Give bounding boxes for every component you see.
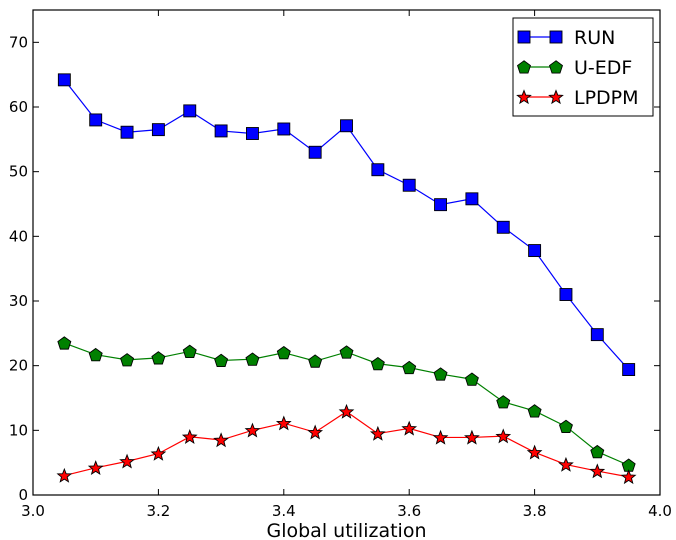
data-point-lpdpm	[307, 424, 324, 440]
data-point-u-edf	[182, 344, 197, 358]
data-point-u-edf	[276, 345, 291, 360]
data-point-u-edf	[214, 353, 229, 368]
x-axis-label: Global utilization	[267, 520, 427, 540]
y-tick-label: 10	[9, 421, 28, 439]
data-point-u-edf	[151, 351, 166, 365]
y-tick-label: 0	[18, 486, 28, 504]
data-point-lpdpm	[87, 460, 104, 476]
series-run	[57, 73, 636, 376]
data-point-run	[277, 122, 291, 136]
plot-frame	[32, 9, 661, 496]
data-point-lpdpm	[495, 428, 512, 444]
data-point-run	[183, 104, 197, 118]
data-point-lpdpm	[464, 429, 480, 445]
data-point-run	[120, 125, 134, 139]
x-tick-label: 3.0	[21, 502, 45, 520]
legend-marker-lpdpm	[548, 89, 564, 105]
data-point-u-edf	[433, 367, 448, 381]
data-point-lpdpm	[275, 415, 292, 431]
data-point-u-edf	[339, 345, 354, 359]
y-tick-label: 70	[9, 33, 28, 51]
series-u-edf	[57, 336, 636, 472]
data-point-u-edf	[245, 352, 260, 366]
data-point-run	[590, 328, 604, 342]
data-point-lpdpm	[338, 403, 355, 419]
legend-marker-u-edf	[517, 60, 531, 74]
data-point-run	[340, 119, 353, 133]
data-point-lpdpm	[558, 456, 574, 472]
series-lpdpm	[56, 403, 637, 485]
y-tick-label: 40	[9, 227, 28, 245]
data-point-lpdpm	[589, 463, 606, 479]
data-point-run	[89, 113, 103, 127]
data-point-lpdpm	[119, 453, 135, 469]
data-point-run	[151, 123, 165, 137]
data-point-u-edf	[464, 372, 479, 386]
data-point-run	[308, 145, 322, 159]
data-point-run	[214, 124, 228, 138]
data-point-u-edf	[558, 419, 573, 433]
y-tick-label: 60	[9, 98, 28, 116]
data-point-run	[465, 192, 479, 206]
x-tick-label: 3.2	[146, 502, 170, 520]
data-point-lpdpm	[213, 432, 229, 448]
data-point-run	[496, 220, 510, 234]
x-tick-label: 3.8	[523, 502, 547, 520]
legend-marker-lpdpm	[516, 89, 532, 105]
x-tick-label: 4.0	[648, 502, 672, 520]
data-point-run	[622, 363, 636, 376]
data-point-run	[434, 198, 447, 212]
data-point-u-edf	[57, 336, 72, 350]
data-point-run	[559, 288, 573, 301]
data-point-u-edf	[120, 353, 135, 367]
data-point-u-edf	[590, 444, 605, 459]
data-point-u-edf	[88, 347, 103, 362]
series-layer	[56, 73, 637, 485]
y-tick-label: 50	[9, 163, 28, 181]
data-point-lpdpm	[56, 467, 73, 483]
data-point-lpdpm	[369, 425, 386, 441]
legend-marker-run	[517, 30, 531, 44]
legend-marker-u-edf	[549, 60, 563, 74]
data-point-lpdpm	[401, 420, 418, 436]
data-point-lpdpm	[432, 429, 449, 445]
data-point-u-edf	[370, 356, 385, 371]
x-tick-label: 3.6	[397, 502, 421, 520]
data-point-run	[371, 163, 385, 177]
data-point-lpdpm	[526, 444, 543, 460]
ticks-layer: 3.0 3.2 3.4 3.6 3.8 4.0 0 10 20 30 40 50 60 70	[9, 10, 672, 520]
data-point-lpdpm	[620, 469, 637, 485]
legend-label-lpdpm: LPDPM	[574, 87, 639, 109]
data-point-u-edf	[496, 395, 511, 409]
y-tick-label: 30	[9, 292, 28, 310]
legend: RUN U-EDF LPDPM	[512, 17, 654, 117]
data-point-run	[57, 73, 71, 87]
x-tick-label: 3.4	[272, 502, 296, 520]
data-point-run	[528, 244, 542, 258]
data-point-run	[402, 178, 416, 192]
legend-label-u-edf: U-EDF	[574, 57, 632, 79]
data-point-lpdpm	[244, 422, 261, 438]
data-point-run	[245, 127, 259, 140]
data-point-u-edf	[308, 354, 323, 368]
legend-label-run: RUN	[574, 27, 615, 49]
y-tick-label: 20	[9, 357, 28, 375]
data-point-u-edf	[402, 360, 417, 375]
data-point-u-edf	[527, 404, 542, 418]
legend-marker-run	[549, 30, 563, 44]
data-point-lpdpm	[150, 445, 167, 461]
data-point-lpdpm	[181, 429, 198, 444]
